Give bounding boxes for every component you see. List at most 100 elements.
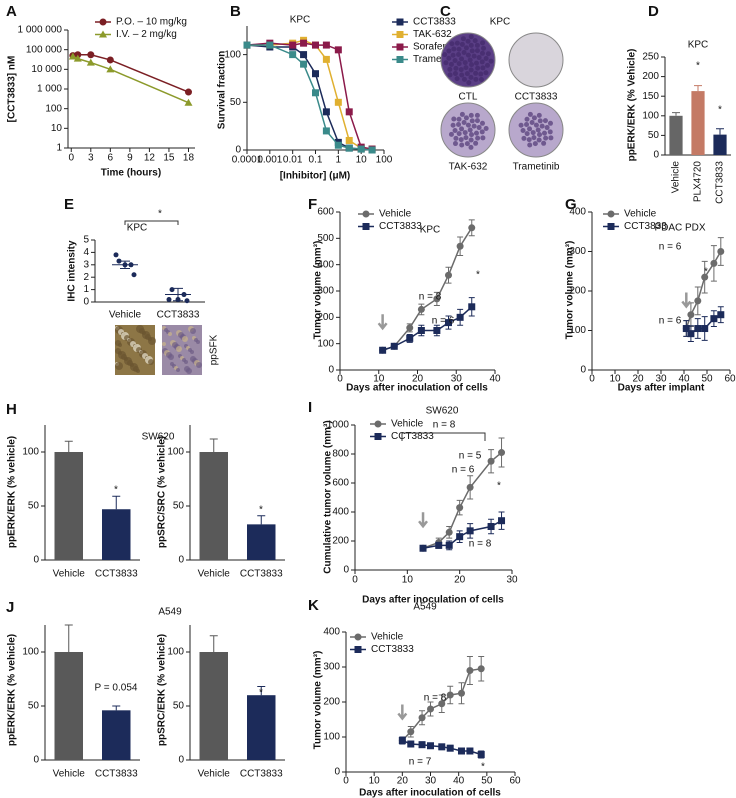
y-tick-label: 5 <box>83 235 89 246</box>
marker <box>312 89 319 97</box>
colony-texture <box>448 131 454 137</box>
colony-texture <box>479 50 485 56</box>
y-tick-label: 400 <box>323 627 340 638</box>
x-tick-label: 60 <box>509 776 521 787</box>
error-bar <box>209 635 218 652</box>
marker <box>487 457 495 465</box>
y-tick-label: 0 <box>343 565 349 576</box>
point <box>169 287 175 293</box>
colony-texture <box>447 72 453 78</box>
y-tick-label: 100 <box>317 338 334 349</box>
x-tick-label: 0 <box>352 575 358 586</box>
marker <box>407 728 415 736</box>
y-tick-label: 0 <box>328 365 334 376</box>
colony-texture <box>547 120 553 126</box>
colony-texture <box>541 140 547 146</box>
annotation: n = 6 <box>659 316 682 327</box>
colony-texture <box>536 137 542 143</box>
y-axis-label: Tumor volume (mm³) <box>313 241 324 340</box>
marker <box>300 39 308 47</box>
colony-texture <box>456 131 462 137</box>
y-tick-label: 0 <box>33 755 39 766</box>
y-tick-label: 300 <box>569 246 586 257</box>
ihc-texture <box>168 332 172 336</box>
x-axis-label: Days after inoculation of cells <box>346 383 488 394</box>
marker <box>407 740 415 748</box>
x-tick-label: CCT3833 <box>157 310 200 321</box>
panel-letter: J <box>6 599 14 616</box>
y-tick-label: 0 <box>83 297 89 308</box>
colony-texture <box>474 112 480 118</box>
colony-texture <box>459 142 465 148</box>
start-arrow <box>377 314 388 331</box>
marker <box>334 98 342 106</box>
y-tick-label: 100 <box>167 447 184 458</box>
y-tick-label: 2 <box>83 272 89 283</box>
x-tick-label: 20 <box>454 575 466 586</box>
marker <box>435 541 443 549</box>
y-tick-label: 0 <box>33 555 39 566</box>
annotation: * <box>704 267 708 278</box>
ihc-texture <box>176 346 182 352</box>
marker <box>687 330 695 338</box>
colony-texture <box>541 130 547 136</box>
image-label: Trametinib <box>513 162 560 173</box>
panel-letter: E <box>64 196 74 213</box>
ihc-texture <box>115 362 123 370</box>
marker <box>433 295 441 303</box>
y-tick-label: 800 <box>332 449 349 460</box>
y-tick-label: 100 <box>569 325 586 336</box>
colony-texture <box>456 46 462 52</box>
legend-label: P.O. – 10 mg/kg <box>116 17 187 28</box>
series-line <box>247 39 373 150</box>
marker <box>417 305 425 313</box>
legend-marker <box>354 633 362 641</box>
colony-texture <box>465 52 471 58</box>
x-tick-label: 10 <box>402 575 414 586</box>
colony-texture <box>456 116 462 122</box>
colony-texture <box>463 45 469 51</box>
colony-texture <box>526 137 532 143</box>
y-axis-label: ppERK/ERK (% Vehicle) <box>627 49 638 162</box>
x-axis-label: Days after implant <box>618 383 705 394</box>
x-tick-label: 18 <box>183 153 195 164</box>
x-tick-label: 3 <box>88 153 94 164</box>
marker <box>322 55 330 63</box>
marker <box>456 242 464 250</box>
marker <box>312 41 319 49</box>
chart-title: A549 <box>413 602 437 613</box>
annotation: * <box>259 505 263 516</box>
legend-marker <box>607 223 615 230</box>
colony-texture <box>451 116 457 122</box>
y-tick-label: 0 <box>178 755 184 766</box>
colony-texture <box>488 58 494 64</box>
marker <box>86 58 95 66</box>
x-tick-label: 10 <box>373 374 385 385</box>
marker <box>457 747 465 755</box>
error-bar <box>257 686 266 696</box>
y-tick-label: 0 <box>580 365 586 376</box>
legend-label: CCT3833 <box>379 221 422 232</box>
marker <box>468 224 476 232</box>
chart-title: KPC <box>688 40 709 51</box>
legend-label: CCT3833 <box>371 644 414 655</box>
ihc-texture <box>184 360 188 364</box>
marker <box>68 52 77 60</box>
colony-texture <box>459 126 465 132</box>
colony-texture <box>483 55 489 61</box>
y-tick-label: 100 <box>323 732 340 743</box>
colony-texture <box>542 118 548 124</box>
legend-label: Sorafenib <box>413 42 456 53</box>
colony-texture <box>443 60 449 66</box>
marker <box>345 108 353 116</box>
x-tick-label: 20 <box>397 776 409 787</box>
annotation: n = 8 <box>424 693 447 704</box>
marker <box>445 319 452 327</box>
colony-texture <box>458 137 464 143</box>
colony-texture <box>479 59 485 65</box>
panel-letter: I <box>308 399 312 416</box>
chart-title: SW620 <box>426 406 459 417</box>
marker <box>710 259 718 267</box>
marker <box>446 691 454 699</box>
colony-texture <box>473 70 479 76</box>
